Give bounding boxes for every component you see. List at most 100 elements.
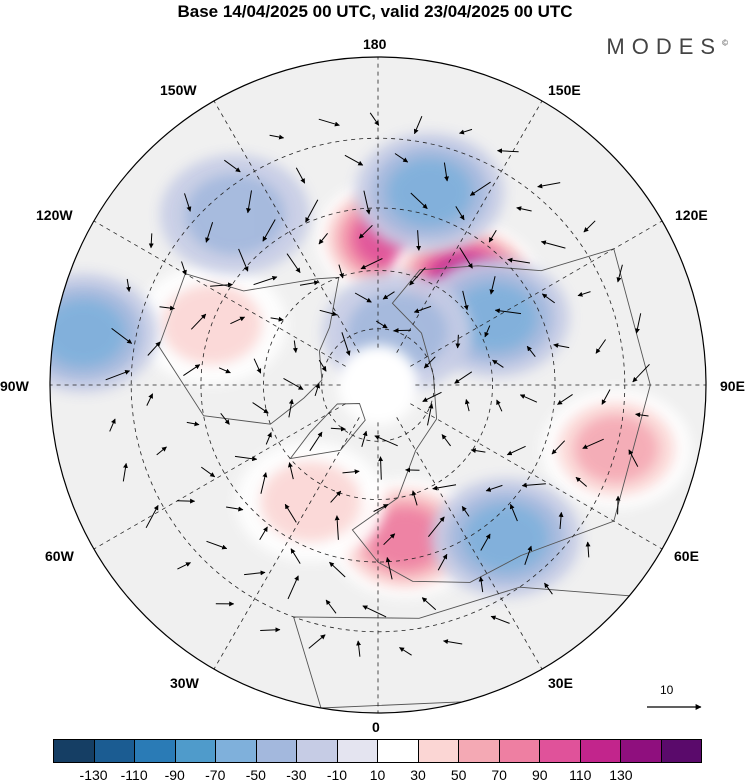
wind-arrow bbox=[260, 627, 281, 633]
wind-arrow bbox=[488, 229, 497, 243]
wind-arrow bbox=[363, 190, 371, 215]
wind-arrow bbox=[454, 371, 473, 384]
colorbar-swatch bbox=[459, 740, 500, 762]
wind-arrow bbox=[492, 359, 504, 368]
colorbar-swatch bbox=[580, 740, 621, 762]
wind-arrow bbox=[427, 403, 434, 426]
colorbar-tick-label: -90 bbox=[164, 767, 185, 783]
wind-arrow bbox=[329, 561, 346, 578]
wind-arrow bbox=[413, 116, 423, 135]
wind-arrow bbox=[551, 440, 566, 455]
wind-arrow bbox=[411, 490, 418, 506]
colorbar bbox=[53, 739, 702, 763]
wind-arrow bbox=[516, 206, 532, 212]
colorbar-tick-label: -130 bbox=[79, 767, 108, 783]
wind-arrow bbox=[378, 456, 384, 480]
wind-arrow bbox=[496, 399, 503, 412]
wind-arrow bbox=[262, 219, 276, 242]
wind-arrow bbox=[634, 313, 642, 334]
wind-arrow bbox=[234, 455, 258, 462]
wind-arrow bbox=[265, 432, 272, 445]
wind-arrow bbox=[490, 615, 510, 624]
wind-arrow bbox=[632, 363, 650, 383]
pole-cap bbox=[338, 345, 418, 425]
colorbar-swatch bbox=[175, 740, 216, 762]
wind-arrow bbox=[485, 484, 503, 492]
wind-arrow bbox=[521, 482, 546, 488]
wind-arrow bbox=[283, 377, 304, 390]
lon-label-120w: 120W bbox=[36, 207, 73, 223]
colorbar-tick-label: 90 bbox=[531, 767, 548, 783]
lon-label-30e: 30E bbox=[548, 675, 573, 691]
lon-label-120e: 120E bbox=[675, 207, 708, 223]
wind-arrow bbox=[557, 393, 573, 405]
wind-arrow bbox=[507, 257, 530, 264]
colorbar-swatch bbox=[378, 740, 419, 762]
wind-arrow bbox=[537, 182, 561, 189]
latitude-circle bbox=[263, 270, 493, 500]
wind-arrow bbox=[455, 206, 465, 221]
wind-arrow bbox=[383, 533, 396, 546]
colorbar-tick-label: -110 bbox=[120, 767, 148, 783]
wind-arrow bbox=[410, 192, 428, 209]
wind-arrow bbox=[509, 503, 518, 522]
modes-logo: MODES© bbox=[606, 34, 728, 60]
lon-label-60w: 60W bbox=[45, 548, 74, 564]
wind-arrow bbox=[318, 118, 340, 127]
wind-arrow bbox=[422, 391, 442, 402]
lon-label-30w: 30W bbox=[170, 675, 199, 691]
wind-arrow bbox=[616, 264, 623, 283]
wind-arrow bbox=[146, 393, 154, 406]
wind-arrow bbox=[308, 634, 326, 649]
wind-arrow bbox=[544, 582, 553, 595]
colorbar-swatch bbox=[418, 740, 459, 762]
wind-arrow bbox=[319, 309, 338, 317]
wind-arrow bbox=[147, 341, 161, 356]
wind-arrow bbox=[177, 562, 191, 570]
wind-arrow bbox=[416, 230, 422, 251]
wind-arrow bbox=[238, 248, 249, 272]
wind-arrow bbox=[399, 647, 412, 656]
wind-arrow bbox=[595, 339, 607, 354]
lon-label-0: 0 bbox=[372, 719, 380, 735]
wind-arrow bbox=[288, 462, 294, 480]
wind-arrow bbox=[577, 291, 591, 297]
colorbar-swatch bbox=[621, 740, 662, 762]
colorbar-tick-label: -70 bbox=[205, 767, 226, 783]
lon-label-90e: 90E bbox=[720, 378, 745, 394]
wind-arrow bbox=[437, 553, 448, 571]
wind-arrow bbox=[181, 261, 187, 276]
negative-anomaly bbox=[159, 154, 310, 275]
wind-arrow bbox=[421, 597, 437, 611]
wind-arrow bbox=[455, 334, 461, 349]
colorbar-tick-label: -50 bbox=[245, 767, 266, 783]
meridian-line bbox=[410, 220, 663, 367]
wind-arrow bbox=[126, 278, 131, 292]
wind-arrow bbox=[480, 533, 491, 551]
wind-arrow bbox=[375, 320, 388, 329]
wind-arrow bbox=[156, 446, 167, 456]
wind-arrow bbox=[356, 640, 362, 657]
graticule bbox=[50, 57, 706, 713]
wind-arrow bbox=[190, 313, 207, 330]
wind-arrow bbox=[318, 359, 327, 372]
wind-arrow bbox=[183, 364, 201, 377]
colorbar-tick-label: 30 bbox=[410, 767, 426, 783]
wind-arrow bbox=[382, 291, 395, 300]
wind-arrow bbox=[330, 426, 346, 432]
wind-arrow bbox=[497, 148, 519, 154]
wind-arrow bbox=[362, 605, 387, 618]
wind-arrow bbox=[432, 484, 457, 491]
meridian-line bbox=[396, 417, 543, 670]
wind-arrow bbox=[441, 434, 451, 447]
wind-arrow bbox=[489, 276, 496, 295]
colorbar-tick-label: -10 bbox=[326, 767, 348, 783]
lon-label-150e: 150E bbox=[548, 82, 581, 98]
wind-arrow bbox=[201, 466, 216, 478]
lon-label-150w: 150W bbox=[160, 82, 197, 98]
colorbar-tick-label: 10 bbox=[369, 767, 386, 783]
coastline bbox=[289, 403, 366, 460]
wind-arrow bbox=[305, 199, 319, 223]
wind-arrow bbox=[286, 253, 301, 274]
wind-arrow bbox=[260, 472, 268, 494]
